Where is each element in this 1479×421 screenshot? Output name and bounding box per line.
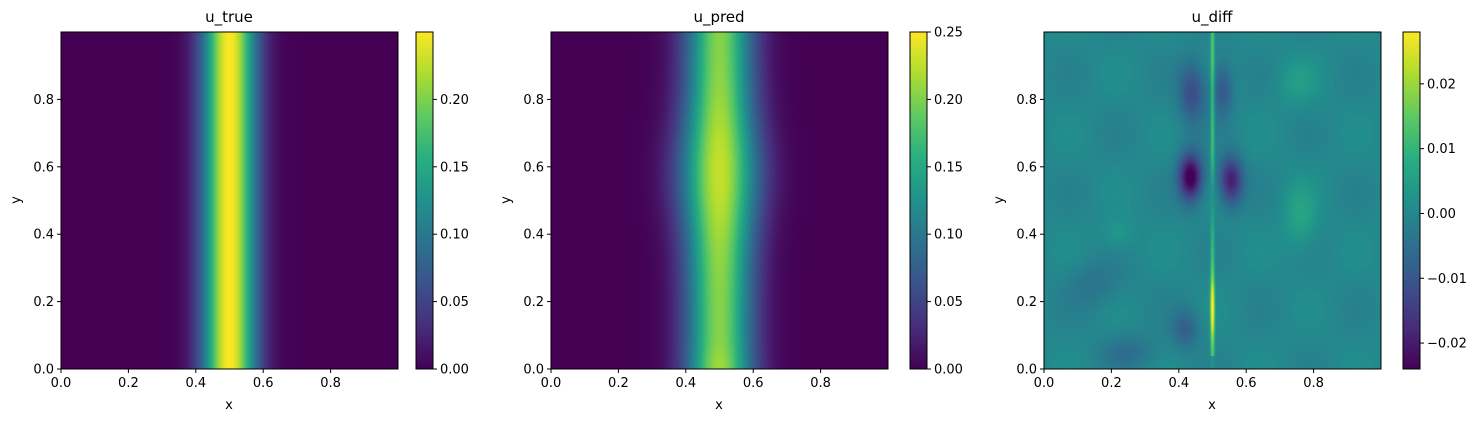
colorbar-tick-label: 0.00	[440, 363, 469, 378]
x-axis-label: x	[715, 398, 723, 413]
x-tick-label: 0.6	[743, 376, 764, 391]
colorbar-tick-label: 0.15	[440, 160, 469, 175]
colorbar	[1402, 31, 1421, 370]
colorbar-tick-label: 0.15	[934, 160, 963, 175]
y-tick-label: 0.2	[523, 295, 544, 310]
colorbar-tick-label: 0.00	[934, 363, 963, 378]
y-axis-label: y	[499, 196, 514, 204]
y-axis-label: y	[9, 196, 24, 204]
colorbar-tick-label: 0.05	[440, 295, 469, 310]
colorbar-tick-label: 0.02	[1427, 77, 1456, 92]
panel-u-diff: u_diff 0.0 0.2 0.4 0.6 0.80.00.20.40.60.8 x …	[992, 8, 1467, 413]
colorbar-tick-label: 0.05	[934, 295, 963, 310]
plot-frame	[60, 31, 399, 370]
y-tick-label: 0.6	[1016, 160, 1037, 175]
x-tick-label: 0.2	[1101, 376, 1122, 391]
x-tick-label: 0.8	[320, 376, 341, 391]
y-tick-label: 0.8	[1016, 93, 1037, 108]
y-tick-label: 0.8	[523, 93, 544, 108]
y-tick-label: 0.8	[33, 93, 54, 108]
x-tick-label: 0.8	[1303, 376, 1324, 391]
colorbar-tick-label: 0.10	[440, 228, 469, 243]
colorbar	[415, 31, 434, 370]
x-tick-label: 0.6	[253, 376, 274, 391]
x-tick-label: 0.0	[51, 376, 72, 391]
y-tick-label: 0.6	[523, 160, 544, 175]
plot-frame	[1043, 31, 1382, 370]
axes: 0.0 0.2 0.4 0.6 0.8 0.0 0.2 0.4 0.6 0.8	[523, 93, 831, 391]
colorbar-ticks: −0.02 −0.01 0.00 0.01 0.02	[1420, 77, 1467, 352]
colorbar-tick-label: 0.10	[934, 228, 963, 243]
x-tick-label: 0.4	[185, 376, 206, 391]
heatmap-area	[61, 32, 398, 369]
colorbar-tick-label: −0.01	[1427, 272, 1467, 287]
colorbar-tick-label: 0.00	[1427, 207, 1456, 222]
y-tick-label: 0.0	[523, 363, 544, 378]
colorbar-tick-label: 0.20	[934, 93, 963, 108]
y-tick-label: 0.2	[1016, 295, 1037, 310]
x-tick-label: 0.6	[1236, 376, 1257, 391]
colorbar-tick-label: 0.01	[1427, 142, 1456, 157]
panel-u-pred: u_pred 0.0 0.2 0.4 0.6 0.80.00.20.40.60.8 x …	[499, 8, 963, 413]
chart-title: u_pred	[693, 8, 744, 27]
colorbar-tick-label: 0.25	[934, 26, 963, 41]
y-tick-label: 0.2	[33, 295, 54, 310]
axes: 0.0 0.2 0.4 0.6 0.8 0.0 0.2 0.4 0.6 0.8	[1016, 93, 1324, 391]
y-tick-label: 0.0	[1016, 363, 1037, 378]
x-axis-label: x	[1208, 398, 1216, 413]
colorbar-ticks: 0.00 0.05 0.10 0.15 0.20 0.25	[927, 26, 963, 378]
x-tick-label: 0.2	[118, 376, 139, 391]
y-tick-label: 0.4	[33, 228, 54, 243]
y-tick-label: 0.4	[1016, 228, 1037, 243]
y-tick-label: 0.6	[33, 160, 54, 175]
colorbar-tick-label: −0.02	[1427, 337, 1467, 352]
x-tick-label: 0.0	[541, 376, 562, 391]
x-tick-label: 0.4	[675, 376, 696, 391]
heatmap-area	[1044, 32, 1381, 369]
y-axis-label: y	[992, 196, 1007, 204]
x-tick-label: 0.4	[1168, 376, 1189, 391]
x-tick-label: 0.0	[1034, 376, 1055, 391]
x-tick-label: 0.8	[810, 376, 831, 391]
chart-title: u_true	[205, 8, 253, 27]
x-tick-label: 0.2	[608, 376, 629, 391]
plot-frame	[550, 31, 889, 370]
colorbar-tick-label: 0.20	[440, 93, 469, 108]
y-tick-label: 0.4	[523, 228, 544, 243]
panel-u-true: u_true 0.0 0.2 0.4 0.6 0.80.00.20.40.60.8 x …	[9, 8, 469, 413]
colorbar	[909, 31, 928, 370]
heatmap-area	[551, 32, 888, 369]
colorbar-ticks: 0.00 0.05 0.10 0.15 0.20	[433, 93, 469, 378]
x-axis-label: x	[225, 398, 233, 413]
y-tick-label: 0.0	[33, 363, 54, 378]
chart-title: u_diff	[1191, 8, 1233, 27]
axes: 0.0 0.2 0.4 0.6 0.8 0.0 0.2 0.4 0.6 0.8	[33, 93, 341, 391]
